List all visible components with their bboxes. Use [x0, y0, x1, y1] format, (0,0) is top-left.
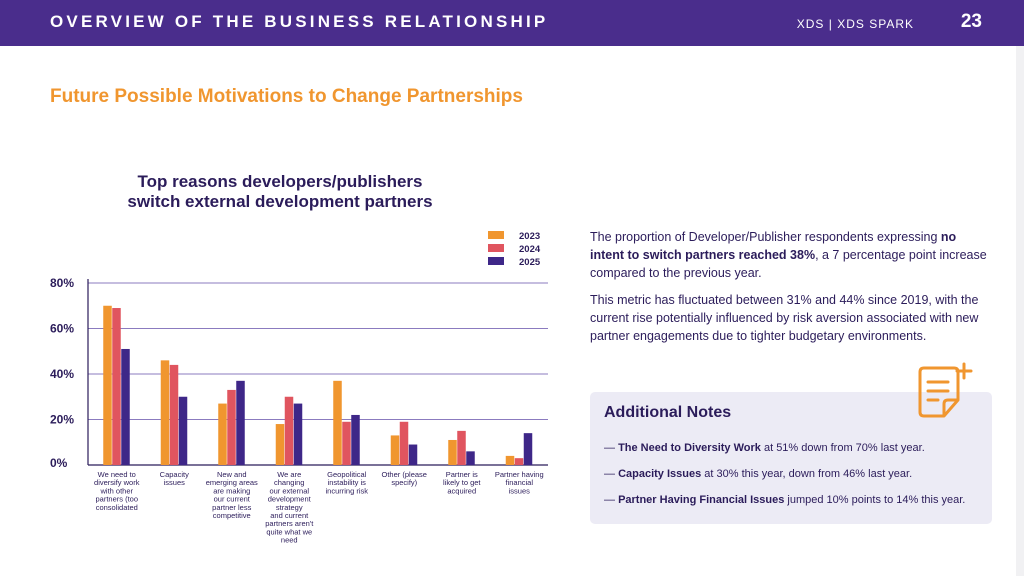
category-label-line: specify) [391, 478, 417, 487]
category-label: Partner having financial issues [495, 470, 544, 495]
category-label-line: diversify work [94, 478, 140, 487]
y-tick-label: 40% [50, 367, 74, 381]
category-label-line: our current [214, 495, 251, 504]
category-label-line: competitive [213, 511, 251, 520]
bar-2025 [351, 414, 360, 465]
bar-2025 [523, 433, 533, 465]
description-highlight: no intent to switch partners reached 38% [590, 230, 957, 262]
category-label-line: consolidated [96, 503, 138, 512]
category-label: Other (please specify) [382, 470, 427, 487]
page-section-title: OVERVIEW OF THE BUSINESS RELATIONSHIP [50, 12, 549, 31]
category-label-line: We need to [98, 470, 136, 479]
bar-2025 [466, 451, 475, 465]
description-paragraph-2: This metric has fluctuated between 31% a… [590, 293, 979, 343]
category-label-line: We are [277, 470, 301, 479]
category-label-line: need [281, 536, 298, 545]
category-label-line: partner less [212, 503, 251, 512]
category-label-line: financial [505, 478, 533, 487]
bar-2023 [103, 305, 112, 465]
bar-2023 [505, 455, 515, 465]
bar-2024 [514, 458, 524, 465]
category-label-line: Other (please [382, 470, 427, 479]
page-number: 23 [960, 11, 982, 32]
category-label: We are changing our external development str… [265, 470, 314, 545]
category-label-line: development [268, 495, 312, 504]
category-label: We need to diversify work with other partne… [94, 470, 140, 512]
y-tick-label: 60% [50, 322, 74, 336]
category-label-line: with other [99, 486, 133, 495]
y-tick-label: 0% [50, 456, 68, 470]
notes-add-icon [918, 362, 973, 418]
notes-list: — The Need to Diversity Work at 51% down… [604, 442, 984, 520]
category-label-line: likely to get [443, 478, 481, 487]
bar-2025 [121, 348, 130, 465]
header-bar: OVERVIEW OF THE BUSINESS RELATIONSHIP XD… [0, 0, 1024, 46]
bar-2025 [236, 380, 245, 465]
category-label-line: are making [213, 486, 250, 495]
bar-2023 [218, 403, 227, 465]
chart-title-line-2: switch external development partners [127, 192, 433, 211]
bar-2023 [390, 435, 400, 465]
category-label-line: Partner having [495, 470, 544, 479]
category-label-line: partners (too [95, 495, 138, 504]
bar-2023 [160, 360, 170, 465]
bar-2024 [399, 421, 409, 465]
bar-2024 [112, 308, 121, 465]
category-label-line: incurring risk [325, 486, 368, 495]
category-label: New and emerging areas are making our curre… [206, 470, 258, 520]
bar-2025 [408, 444, 418, 465]
brand-label: XDS | XDS SPARK [796, 17, 914, 31]
category-label-line: our external [269, 486, 309, 495]
description: The proportion of Developer/Publisher re… [590, 228, 990, 354]
category-label-line: emerging areas [206, 478, 258, 487]
y-tick-label: 20% [50, 413, 74, 427]
note-item: — Capacity Issues at 30% this year, down… [604, 468, 913, 480]
legend-swatch-2023 [488, 231, 504, 239]
category-label-line: issues [509, 486, 531, 495]
notes-heading: Additional Notes [604, 404, 732, 421]
bar-2024 [342, 421, 351, 465]
bar-2025 [293, 403, 303, 465]
bar-2025 [178, 396, 188, 465]
note-item: — The Need to Diversity Work at 51% down… [604, 442, 925, 454]
category-label-line: quite what we [266, 527, 312, 536]
category-label-line: Geopolitical [327, 470, 367, 479]
category-label: Geopolitical instability is incurring risk [325, 470, 368, 495]
bar-2023 [333, 380, 342, 465]
bar-2024 [169, 364, 179, 465]
legend-label: 2024 [519, 244, 541, 255]
category-label-line: acquired [447, 486, 476, 495]
y-tick-label: 80% [50, 276, 74, 290]
bar-2023 [448, 439, 457, 465]
additional-notes-panel: Additional Notes — The Need to Diversity… [590, 392, 992, 524]
right-edge [1016, 46, 1024, 576]
chart-title-line-1: Top reasons developers/publishers [137, 172, 423, 191]
category-label-line: Capacity [160, 470, 189, 479]
category-label-line: instability is [328, 478, 367, 487]
category-label-line: strategy [276, 503, 303, 512]
bar-2023 [275, 424, 285, 465]
legend-label: 2025 [519, 257, 541, 268]
category-label: Partner is likely to get acquired [443, 470, 481, 495]
bar-2024 [227, 389, 236, 465]
bar-chart: 0% 20% 40% 60% 80% We need to diversify work wi… [50, 231, 548, 545]
category-label-line: and current [270, 511, 309, 520]
legend-swatch-2024 [488, 244, 504, 252]
category-label: Capacity issues [160, 470, 189, 487]
note-item: — Partner Having Financial Issues jumped… [604, 494, 966, 506]
bar-2024 [457, 430, 466, 465]
chart-title: Top reasons developers/publishers switch… [100, 172, 460, 212]
slide-subtitle: Future Possible Motivations to Change Pa… [50, 86, 523, 107]
bar-2024 [284, 396, 294, 465]
category-label-line: partners aren't [265, 519, 314, 528]
description-paragraph-1: The proportion of Developer/Publisher re… [590, 230, 987, 280]
legend-label: 2023 [519, 231, 540, 242]
category-label-line: Partner is [446, 470, 478, 479]
category-label-line: issues [164, 478, 186, 487]
category-label-line: changing [274, 478, 304, 487]
legend-swatch-2025 [488, 257, 504, 265]
category-label-line: New and [217, 470, 247, 479]
